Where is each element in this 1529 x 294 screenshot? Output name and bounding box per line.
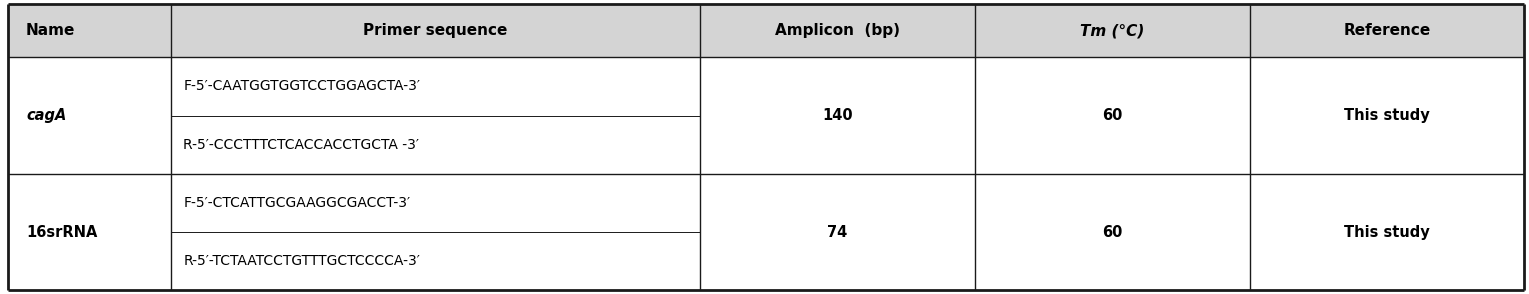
Text: 140: 140 (823, 108, 853, 123)
Text: This study: This study (1344, 225, 1430, 240)
Text: 60: 60 (1102, 225, 1122, 240)
Text: R-5′-TCTAATCCTGTTTGCTCCCCA-3′: R-5′-TCTAATCCTGTTTGCTCCCCA-3′ (183, 254, 420, 268)
Text: Primer sequence: Primer sequence (364, 23, 508, 39)
Text: R-5′-CCCTTTCTCACCACCTGCTA -3′: R-5′-CCCTTTCTCACCACCTGCTA -3′ (183, 138, 419, 152)
Text: 16srRNA: 16srRNA (26, 225, 98, 240)
Text: cagA: cagA (26, 108, 66, 123)
Text: Name: Name (26, 23, 75, 39)
Text: 74: 74 (827, 225, 847, 240)
Text: F-5′-CTCATTGCGAAGGCGACCT-3′: F-5′-CTCATTGCGAAGGCGACCT-3′ (183, 196, 410, 210)
Text: Reference: Reference (1344, 23, 1431, 39)
Text: 60: 60 (1102, 108, 1122, 123)
Text: This study: This study (1344, 108, 1430, 123)
Text: Amplicon  (bp): Amplicon (bp) (775, 23, 901, 39)
Text: Tm (°C): Tm (°C) (1079, 23, 1144, 39)
Bar (8, 4, 1524, 57)
Text: F-5′-CAATGGTGGTCCTGGAGCTA-3′: F-5′-CAATGGTGGTCCTGGAGCTA-3′ (183, 79, 420, 93)
